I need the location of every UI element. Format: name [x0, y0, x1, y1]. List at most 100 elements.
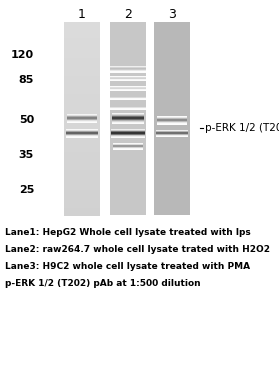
Bar	[64, 212, 100, 214]
Bar	[67, 121, 97, 122]
Bar	[113, 146, 143, 147]
Bar	[64, 200, 100, 202]
Bar	[66, 130, 98, 131]
Bar	[110, 71, 146, 73]
Text: 1: 1	[78, 8, 86, 20]
Bar	[110, 69, 146, 70]
Bar	[156, 136, 188, 137]
Bar	[110, 66, 146, 68]
Bar	[112, 114, 144, 115]
Bar	[64, 154, 100, 156]
Bar	[110, 106, 146, 108]
Bar	[113, 146, 143, 147]
Bar	[64, 130, 100, 132]
Bar	[67, 119, 97, 120]
Bar	[112, 119, 144, 120]
Bar	[64, 210, 100, 212]
Bar	[64, 108, 100, 110]
Bar	[110, 88, 146, 89]
Bar	[110, 98, 146, 99]
Bar	[157, 122, 187, 123]
Bar	[113, 145, 143, 146]
Bar	[110, 87, 146, 88]
Bar	[67, 115, 97, 116]
Bar	[112, 119, 144, 120]
Bar	[64, 146, 100, 148]
Bar	[156, 134, 188, 135]
Bar	[111, 136, 145, 137]
Bar	[111, 133, 145, 134]
Bar	[110, 70, 146, 72]
Bar	[110, 107, 146, 108]
Bar	[66, 134, 98, 135]
Bar	[64, 64, 100, 66]
Bar	[110, 98, 146, 99]
Bar	[64, 56, 100, 58]
Bar	[111, 134, 145, 135]
Bar	[112, 113, 144, 114]
Bar	[67, 116, 97, 117]
Bar	[157, 118, 187, 119]
Bar	[67, 118, 97, 119]
Bar	[64, 106, 100, 108]
Bar	[156, 131, 188, 132]
Bar	[64, 82, 100, 84]
Bar	[64, 162, 100, 164]
Bar	[67, 117, 97, 118]
Bar	[110, 80, 146, 81]
Bar	[110, 68, 146, 70]
Bar	[157, 122, 187, 123]
Bar	[64, 102, 100, 104]
Bar	[110, 70, 146, 71]
Bar	[112, 118, 144, 119]
Bar	[157, 123, 187, 124]
Bar	[113, 145, 143, 146]
Bar	[110, 78, 146, 79]
Bar	[64, 84, 100, 86]
Bar	[112, 113, 144, 114]
Bar	[157, 121, 187, 122]
Bar	[157, 119, 187, 120]
Bar	[112, 118, 144, 119]
Bar	[110, 71, 146, 73]
Bar	[110, 90, 146, 91]
Bar	[64, 118, 100, 120]
Bar	[66, 134, 98, 135]
Bar	[66, 136, 98, 137]
Bar	[112, 116, 144, 117]
Bar	[156, 132, 188, 133]
Bar	[156, 135, 188, 136]
Bar	[66, 132, 98, 133]
Bar	[110, 88, 146, 89]
Bar	[111, 133, 145, 134]
Bar	[67, 117, 97, 118]
Bar	[112, 117, 144, 118]
Bar	[110, 98, 146, 99]
Bar	[66, 129, 98, 130]
Bar	[110, 66, 146, 68]
Bar	[67, 121, 97, 122]
Bar	[156, 135, 188, 136]
Text: Lane3: H9C2 whole cell lysate treated with PMA: Lane3: H9C2 whole cell lysate treated wi…	[5, 262, 250, 271]
Bar	[110, 69, 146, 71]
Bar	[64, 54, 100, 56]
Bar	[157, 118, 187, 119]
Bar	[64, 196, 100, 198]
Bar	[110, 96, 146, 98]
Bar	[64, 156, 100, 158]
Bar	[112, 122, 144, 123]
Bar	[112, 123, 144, 124]
Bar	[67, 122, 97, 123]
Bar	[111, 130, 145, 131]
Bar	[110, 71, 146, 72]
Bar	[113, 144, 143, 145]
Bar	[110, 107, 146, 108]
Bar	[110, 77, 146, 79]
Bar	[156, 131, 188, 132]
Bar	[67, 115, 97, 116]
Bar	[157, 117, 187, 118]
Bar	[157, 119, 187, 120]
Bar	[67, 119, 97, 120]
Bar	[64, 166, 100, 168]
Bar	[64, 194, 100, 196]
